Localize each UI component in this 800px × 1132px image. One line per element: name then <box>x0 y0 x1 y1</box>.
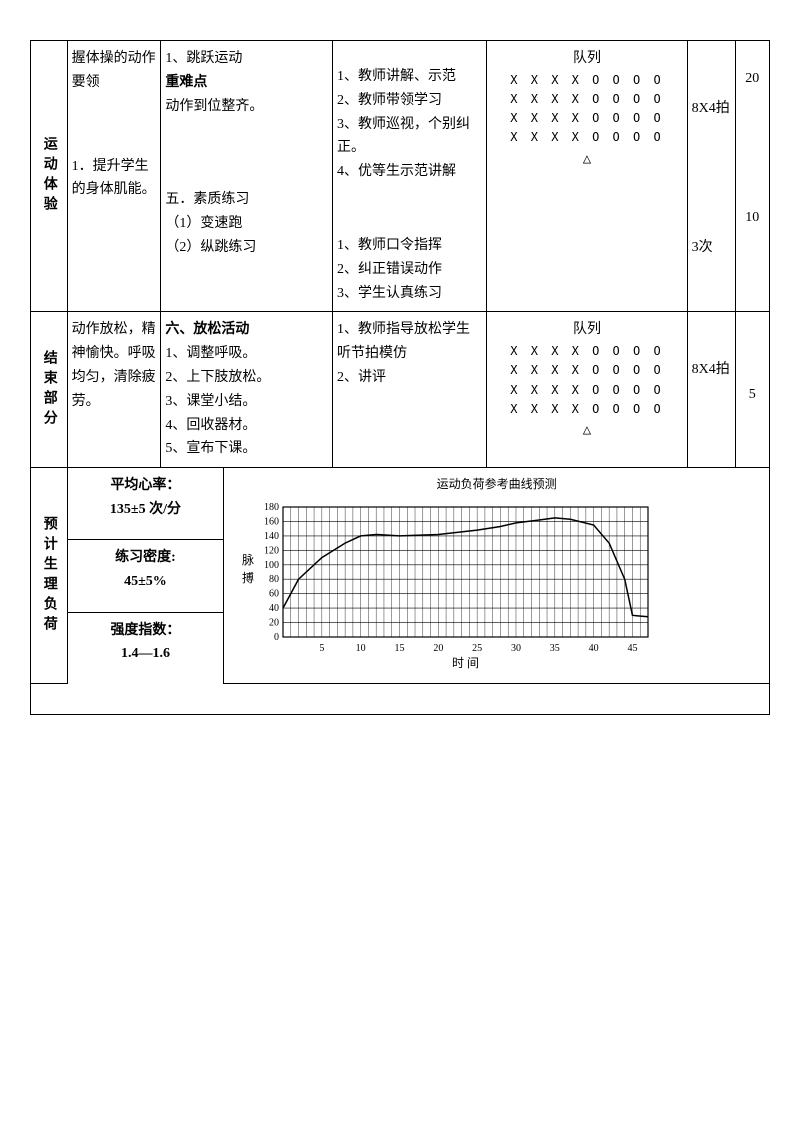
content-cell-1: 1、跳跃运动 重难点 动作到位整齐。 五．素质练习 （1）变速跑 （2）纵跳练习 <box>161 41 333 312</box>
section-physio: 预计生理负荷 <box>31 468 68 684</box>
svg-text:0: 0 <box>274 632 279 643</box>
method-line: 1、教师讲解、示范 <box>337 65 482 89</box>
goal-text: 动作放松，精神愉快。呼吸均匀，清除疲劳。 <box>72 318 157 413</box>
svg-text:20: 20 <box>269 617 279 628</box>
stat-value: 45±5% <box>72 570 220 594</box>
method-line: 2、纠正错误动作 <box>337 258 482 282</box>
method-line: 2、教师带领学习 <box>337 89 482 113</box>
content-line: 5、宣布下课。 <box>165 437 328 461</box>
method-line: 1、教师口令指挥 <box>337 234 482 258</box>
method-line: 3、教师巡视，个别纠正。 <box>337 113 482 161</box>
svg-text:100: 100 <box>264 559 279 570</box>
count-text: 8X4拍 <box>692 358 731 382</box>
chart-cell: 运动负荷参考曲线预测 0 20 40 60 80 100 120 140 160 180 5 10 15… <box>224 468 770 684</box>
section-label: 预计生理负荷 <box>42 516 57 636</box>
formation-cell-1: 队列 X X X X O O O O X X X X O O O O X X X… <box>487 41 687 312</box>
svg-text:40: 40 <box>589 643 599 654</box>
svg-text:搏: 搏 <box>242 571 254 585</box>
content-line: 五．素质练习 <box>165 188 328 212</box>
count-text: 3次 <box>692 236 731 260</box>
count-cell-1: 8X4拍 3次 <box>687 41 735 312</box>
svg-text:脉: 脉 <box>242 552 254 567</box>
svg-text:80: 80 <box>269 574 279 585</box>
count-cell-2: 8X4拍 <box>687 312 735 468</box>
method-cell-2: 1、教师指导放松学生听节拍模仿 2、讲评 <box>332 312 486 468</box>
formation-diagram: X X X X O O O O X X X X O O O O X X X X … <box>491 71 682 170</box>
svg-text:30: 30 <box>511 643 521 654</box>
svg-text:20: 20 <box>434 643 444 654</box>
count-text: 8X4拍 <box>692 97 731 121</box>
time-cell-1: 20 10 <box>735 41 769 312</box>
lesson-plan-table: 运动体验 握体操的动作要领 1．提升学生的身体肌能。 1、跳跃运动 重难点 动作… <box>30 40 770 715</box>
stat-label: 平均心率： <box>72 474 220 498</box>
stat-value: 135±5 次/分 <box>72 498 220 522</box>
time-text: 20 <box>740 67 765 91</box>
section-label: 结束部分 <box>42 350 57 430</box>
load-curve-chart: 0 20 40 60 80 100 120 140 160 180 5 10 15 20 25 30 35 40 4… <box>228 499 658 669</box>
section-exercise: 运动体验 <box>31 41 68 312</box>
chart-title: 运动负荷参考曲线预测 <box>228 474 765 494</box>
formation-diagram: X X X X O O O O X X X X O O O O X X X X … <box>491 342 682 441</box>
content-title: 六、放松活动 <box>165 318 328 342</box>
content-line: 4、回收器材。 <box>165 414 328 438</box>
content-line: 重难点 <box>165 71 328 95</box>
time-text: 5 <box>740 383 765 407</box>
method-cell-1: 1、教师讲解、示范 2、教师带领学习 3、教师巡视，个别纠正。 4、优等生示范讲… <box>332 41 486 312</box>
stat-intensity: 强度指数： 1.4—1.6 <box>67 612 224 684</box>
stat-label: 练习密度: <box>72 546 220 570</box>
svg-text:180: 180 <box>264 502 279 513</box>
section-end: 结束部分 <box>31 312 68 468</box>
goal-text-2: 1．提升学生的身体肌能。 <box>72 155 157 203</box>
goal-cell-1: 握体操的动作要领 1．提升学生的身体肌能。 <box>67 41 161 312</box>
method-line: 2、讲评 <box>337 366 482 390</box>
stat-label: 强度指数： <box>72 619 220 643</box>
svg-text:时 间: 时 间 <box>452 656 479 669</box>
method-line: 3、学生认真练习 <box>337 282 482 306</box>
svg-text:5: 5 <box>320 643 325 654</box>
content-line: 动作到位整齐。 <box>165 95 328 119</box>
stat-density: 练习密度: 45±5% <box>67 540 224 612</box>
svg-text:140: 140 <box>264 530 279 541</box>
svg-text:120: 120 <box>264 545 279 556</box>
formation-title: 队列 <box>491 47 682 71</box>
content-line: 3、课堂小结。 <box>165 390 328 414</box>
content-line: （1）变速跑 <box>165 212 328 236</box>
goal-cell-2: 动作放松，精神愉快。呼吸均匀，清除疲劳。 <box>67 312 161 468</box>
method-line: 1、教师指导放松学生听节拍模仿 <box>337 318 482 366</box>
content-cell-2: 六、放松活动 1、调整呼吸。 2、上下肢放松。 3、课堂小结。 4、回收器材。 … <box>161 312 333 468</box>
content-line: （2）纵跳练习 <box>165 236 328 260</box>
formation-title: 队列 <box>491 318 682 342</box>
svg-text:25: 25 <box>472 643 482 654</box>
content-line: 1、调整呼吸。 <box>165 342 328 366</box>
goal-text: 握体操的动作要领 <box>72 47 157 95</box>
formation-cell-2: 队列 X X X X O O O O X X X X O O O O X X X… <box>487 312 687 468</box>
stat-value: 1.4—1.6 <box>72 642 220 666</box>
svg-text:40: 40 <box>269 603 279 614</box>
section-label: 运动体验 <box>42 136 57 216</box>
svg-text:10: 10 <box>356 643 366 654</box>
svg-text:45: 45 <box>628 643 638 654</box>
content-line: 2、上下肢放松。 <box>165 366 328 390</box>
svg-text:60: 60 <box>269 588 279 599</box>
svg-text:35: 35 <box>550 643 560 654</box>
time-cell-2: 5 <box>735 312 769 468</box>
method-line: 4、优等生示范讲解 <box>337 160 482 184</box>
svg-text:160: 160 <box>264 516 279 527</box>
svg-text:15: 15 <box>395 643 405 654</box>
content-line: 1、跳跃运动 <box>165 47 328 71</box>
stat-heartrate: 平均心率： 135±5 次/分 <box>67 468 224 540</box>
time-text: 10 <box>740 206 765 230</box>
